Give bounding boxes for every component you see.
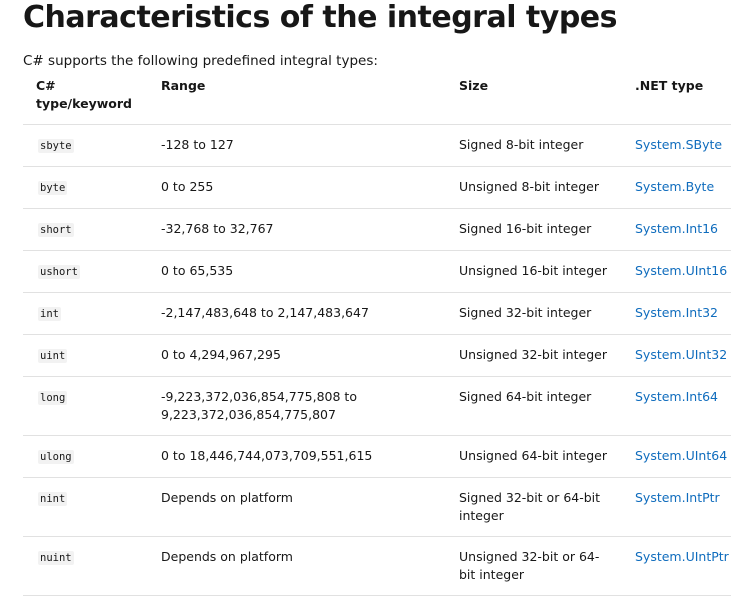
header-size: Size (446, 73, 622, 125)
keyword-code: long (38, 391, 68, 405)
size-cell: Unsigned 32-bit integer (446, 334, 622, 377)
range-cell: 0 to 18,446,744,073,709,551,615 (148, 435, 446, 478)
keyword-code: nint (38, 492, 68, 506)
size-cell: Signed 16-bit integer (446, 208, 622, 251)
keyword-code: uint (38, 349, 68, 363)
range-cell: -32,768 to 32,767 (148, 208, 446, 251)
net-type-link[interactable]: System.Int16 (635, 221, 719, 236)
keyword-code: byte (38, 181, 68, 195)
net-type-link[interactable]: System.UInt16 (635, 263, 728, 278)
range-cell: -2,147,483,648 to 2,147,483,647 (148, 292, 446, 335)
range-cell: -9,223,372,036,854,775,808 to 9,223,372,… (148, 376, 446, 436)
table-row: long -9,223,372,036,854,775,808 to 9,223… (23, 376, 731, 436)
net-type-link[interactable]: System.UInt64 (635, 448, 728, 463)
size-cell: Unsigned 64-bit integer (446, 435, 622, 478)
page-title: Characteristics of the integral types (23, 0, 618, 35)
net-type-link[interactable]: System.Int64 (635, 389, 719, 404)
keyword-code: ushort (38, 265, 80, 279)
size-cell: Signed 8-bit integer (446, 124, 622, 167)
range-cell: -128 to 127 (148, 124, 446, 167)
range-cell: 0 to 65,535 (148, 250, 446, 293)
header-net-type: .NET type (622, 73, 731, 125)
header-keyword: C# type/keyword (23, 73, 148, 125)
table-row: sbyte -128 to 127 Signed 8-bit integer S… (23, 124, 731, 167)
table-row: short -32,768 to 32,767 Signed 16-bit in… (23, 208, 731, 251)
size-cell: Signed 32-bit or 64-bit integer (446, 477, 622, 537)
range-cell: 0 to 4,294,967,295 (148, 334, 446, 377)
range-cell: 0 to 255 (148, 166, 446, 209)
header-range: Range (148, 73, 446, 125)
table-header-row: C# type/keyword Range Size .NET type (23, 73, 731, 125)
table-row: byte 0 to 255 Unsigned 8-bit integer Sys… (23, 166, 731, 209)
size-cell: Signed 64-bit integer (446, 376, 622, 436)
table-row: int -2,147,483,648 to 2,147,483,647 Sign… (23, 292, 731, 335)
keyword-code: ulong (38, 450, 74, 464)
net-type-link[interactable]: System.SByte (635, 137, 723, 152)
net-type-link[interactable]: System.UInt32 (635, 347, 728, 362)
table-row: ushort 0 to 65,535 Unsigned 16-bit integ… (23, 250, 731, 293)
range-cell: Depends on platform (148, 536, 446, 596)
size-cell: Unsigned 32-bit or 64-bit integer (446, 536, 622, 596)
size-cell: Unsigned 8-bit integer (446, 166, 622, 209)
net-type-link[interactable]: System.Byte (635, 179, 715, 194)
keyword-code: short (38, 223, 74, 237)
size-cell: Unsigned 16-bit integer (446, 250, 622, 293)
size-cell: Signed 32-bit integer (446, 292, 622, 335)
net-type-link[interactable]: System.UIntPtr (635, 549, 729, 564)
range-cell: Depends on platform (148, 477, 446, 537)
table-row: nuint Depends on platform Unsigned 32-bi… (23, 536, 731, 596)
intro-paragraph: C# supports the following predefined int… (23, 53, 378, 69)
keyword-code: sbyte (38, 139, 74, 153)
net-type-link[interactable]: System.Int32 (635, 305, 719, 320)
integral-types-table: C# type/keyword Range Size .NET type sby… (23, 73, 731, 596)
keyword-code: nuint (38, 551, 74, 565)
table-row: uint 0 to 4,294,967,295 Unsigned 32-bit … (23, 334, 731, 377)
table-row: nint Depends on platform Signed 32-bit o… (23, 477, 731, 537)
keyword-code: int (38, 307, 61, 321)
table-row: ulong 0 to 18,446,744,073,709,551,615 Un… (23, 435, 731, 478)
net-type-link[interactable]: System.IntPtr (635, 490, 720, 505)
article: Characteristics of the integral types C#… (23, 0, 733, 596)
